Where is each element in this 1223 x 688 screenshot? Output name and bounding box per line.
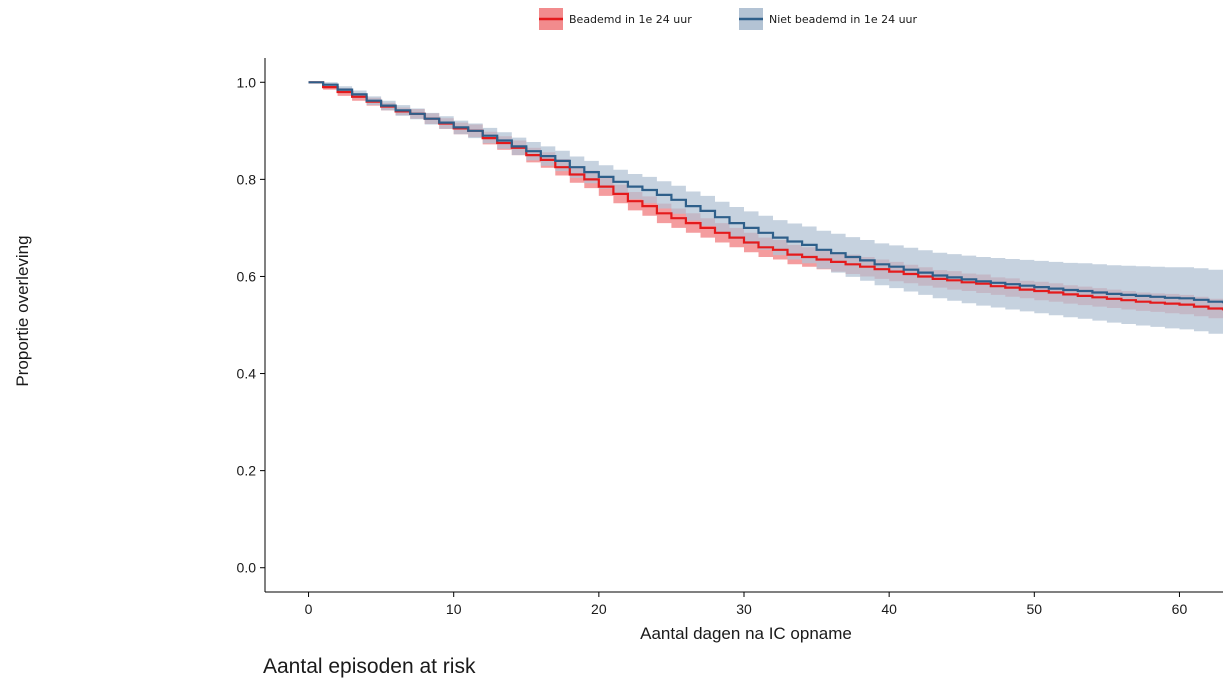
y-tick-label: 0.6 (237, 268, 257, 284)
x-ticks: 0 10 20 30 40 50 60 (305, 592, 1188, 617)
survival-line-niet-beademd (308, 81, 1223, 304)
x-tick-label: 30 (736, 601, 752, 617)
legend-label-beademd: Beademd in 1e 24 uur (569, 13, 692, 26)
y-ticks: 0.0 0.2 0.4 0.6 0.8 1.0 (237, 74, 265, 576)
x-tick-label: 10 (446, 601, 462, 617)
legend-label-niet-beademd: Niet beademd in 1e 24 uur (769, 13, 918, 26)
x-tick-label: 50 (1027, 601, 1043, 617)
risk-table-title: Aantal episoden at risk (263, 655, 476, 678)
x-tick-label: 0 (305, 601, 313, 617)
x-tick-label: 60 (1172, 601, 1188, 617)
y-tick-label: 0.4 (237, 366, 257, 382)
x-tick-label: 20 (591, 601, 607, 617)
confidence-bands (308, 82, 1223, 336)
x-axis-title: Aantal dagen na IC opname (640, 624, 852, 643)
y-tick-label: 0.2 (237, 463, 257, 479)
y-tick-label: 1.0 (237, 74, 257, 90)
x-tick-label: 40 (881, 601, 897, 617)
y-tick-label: 0.0 (237, 560, 257, 576)
y-tick-label: 0.8 (237, 171, 257, 187)
y-axis-title: Proportie overleving (13, 235, 32, 386)
confidence-band-niet-beademd (308, 82, 1223, 336)
legend: Beademd in 1e 24 uur Niet beademd in 1e … (539, 8, 918, 30)
survival-lines (308, 81, 1223, 311)
